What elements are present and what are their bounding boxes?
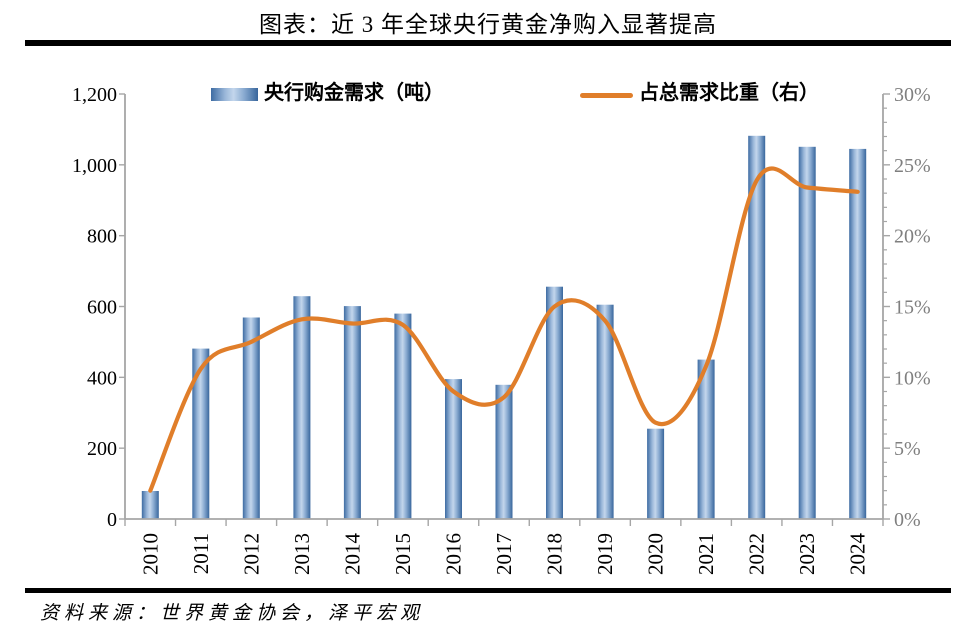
left-axis-tick-label: 400 [87, 367, 117, 389]
x-axis-tick-label-2024: 2024 [846, 533, 870, 576]
bar-2023 [798, 146, 816, 520]
bar-2021 [697, 359, 715, 519]
bar-2012 [242, 317, 260, 519]
x-axis-tick-label-2023: 2023 [795, 533, 819, 575]
x-axis-tick-label-2019: 2019 [593, 533, 617, 575]
x-axis-tick-label-2018: 2018 [543, 533, 567, 575]
left-axis-tick-label: 600 [87, 297, 117, 319]
x-axis-tick-label-2022: 2022 [745, 533, 769, 575]
x-axis-tick-label-2021: 2021 [694, 533, 718, 575]
x-axis-tick-label-2016: 2016 [442, 533, 466, 575]
x-axis-tick-label-2010: 2010 [138, 533, 162, 575]
right-axis-tick-label: 0% [894, 509, 921, 531]
right-axis-tick-label: 20% [894, 226, 931, 248]
x-axis-tick-label-2015: 2015 [391, 533, 415, 575]
bar-2017 [495, 384, 513, 519]
bar-2019 [596, 304, 614, 519]
right-axis-tick-label: 15% [894, 297, 931, 319]
bar-series [141, 135, 867, 520]
bar-2016 [445, 379, 462, 519]
left-axis-tick-label: 0 [107, 509, 117, 531]
left-axis-tick-label: 800 [87, 226, 117, 248]
bar-2015 [394, 313, 412, 519]
bar-2020 [647, 428, 665, 519]
legend-bar-label: 央行购金需求（吨） [264, 82, 444, 104]
share-of-demand-line [148, 166, 860, 493]
left-axis-tick-label: 1,000 [72, 155, 117, 177]
bar-2014 [343, 306, 361, 519]
bar-2013 [293, 296, 311, 519]
left-axis-tick-label: 1,200 [72, 84, 117, 106]
top-divider [25, 40, 951, 46]
bar-2022 [748, 135, 766, 520]
bar-2018 [546, 286, 563, 519]
right-axis-tick-label: 30% [894, 84, 931, 106]
x-axis-tick-label-2012: 2012 [239, 533, 263, 575]
axes [119, 93, 890, 526]
legend-line-label: 占总需求比重（右） [639, 82, 819, 104]
legend-line-swatch [580, 93, 633, 98]
bar-2010 [141, 491, 159, 519]
bar-2011 [192, 348, 210, 519]
right-axis-tick-label: 25% [894, 155, 931, 177]
x-axis-tick-label-2013: 2013 [290, 533, 314, 575]
page-title: 图表：近 3 年全球央行黄金净购入显著提高 [259, 12, 717, 37]
right-axis-tick-label: 5% [894, 438, 921, 460]
left-axis-tick-label: 200 [87, 438, 117, 460]
bar-2024 [849, 148, 867, 519]
right-axis-tick-label: 10% [894, 367, 931, 389]
x-axis-tick-label-2020: 2020 [644, 533, 668, 575]
x-axis-tick-label-2011: 2011 [189, 533, 213, 574]
bottom-divider [25, 588, 951, 593]
x-axis-tick-label-2014: 2014 [340, 533, 364, 576]
source-note: 资料来源：世界黄金协会，泽平宏观 [40, 603, 425, 624]
legend-bar-swatch [211, 88, 258, 101]
axis-labels: 1,200 1,000 800 600 400 200 0 30% 25% 20% 15% 10% 5%… [72, 84, 931, 575]
x-axis-tick-label-2017: 2017 [492, 533, 516, 575]
